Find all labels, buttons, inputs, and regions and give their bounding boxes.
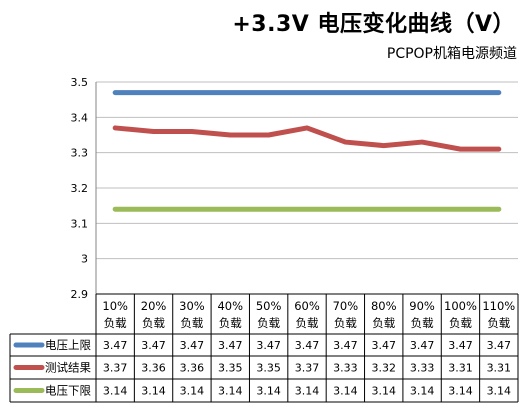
x-category-label: 负载 [257, 316, 280, 330]
x-category-label: 110% [482, 299, 515, 313]
data-label: 3.37 [103, 362, 128, 375]
x-category-label: 100% [444, 299, 477, 313]
data-label: 3.47 [295, 339, 320, 352]
chart-subtitle: PCPOP机箱电源频道 [386, 46, 517, 62]
data-label: 3.47 [371, 339, 396, 352]
legend-label: 测试结果 [45, 361, 91, 375]
data-label: 3.14 [410, 385, 435, 398]
y-tick-label: 3.5 [71, 76, 89, 89]
y-tick-label: 3 [81, 253, 88, 266]
x-category-label: 60% [294, 299, 320, 313]
x-category-label: 负载 [296, 316, 319, 330]
x-category-label: 80% [371, 299, 397, 313]
data-label: 3.14 [256, 385, 281, 398]
y-axis: 3.5 3.4 3.3 3.2 3.1 3 2.9 [71, 76, 97, 301]
series-line [112, 125, 502, 152]
x-category-label: 负载 [104, 316, 127, 330]
data-label: 3.47 [180, 339, 205, 352]
data-label: 3.14 [295, 385, 320, 398]
data-label: 3.47 [487, 339, 512, 352]
x-category-label: 负载 [334, 316, 357, 330]
y-tick-label: 3.3 [71, 147, 89, 160]
data-label: 3.47 [218, 339, 243, 352]
y-tick-label: 3.1 [71, 217, 89, 230]
x-category-label: 10% [102, 299, 128, 313]
data-label: 3.47 [256, 339, 281, 352]
data-label: 3.33 [410, 362, 435, 375]
data-label: 3.14 [218, 385, 243, 398]
y-tick-label: 3.4 [71, 111, 89, 124]
x-category-label: 90% [409, 299, 435, 313]
data-label: 3.14 [371, 385, 396, 398]
data-label: 3.47 [103, 339, 128, 352]
data-label: 3.14 [448, 385, 473, 398]
x-category-label: 70% [333, 299, 359, 313]
data-label: 3.33 [333, 362, 358, 375]
data-label: 3.36 [141, 362, 166, 375]
data-label: 3.32 [371, 362, 396, 375]
legend-label: 电压上限 [45, 338, 91, 352]
x-category-label: 50% [256, 299, 282, 313]
data-label: 3.14 [180, 385, 205, 398]
data-label: 3.36 [180, 362, 205, 375]
x-category-label: 负载 [411, 316, 434, 330]
data-label: 3.47 [448, 339, 473, 352]
x-category-label: 40% [217, 299, 243, 313]
x-category-label: 负载 [180, 316, 203, 330]
data-label: 3.31 [487, 362, 512, 375]
x-category-label: 负载 [142, 316, 165, 330]
data-label: 3.35 [218, 362, 243, 375]
x-category-label: 负载 [487, 316, 510, 330]
x-category-label: 负载 [372, 316, 395, 330]
data-label: 3.37 [295, 362, 320, 375]
gridlines [96, 81, 518, 295]
y-tick-label: 2.9 [71, 288, 89, 301]
data-label: 3.31 [448, 362, 473, 375]
data-label: 3.14 [141, 385, 166, 398]
x-category-label: 负载 [219, 316, 242, 330]
chart-title: +3.3V 电压变化曲线（V） [232, 12, 515, 37]
x-category-label: 负载 [449, 316, 472, 330]
legend-label: 电压下限 [45, 384, 91, 398]
data-table: 10% 负载 20% 负载 30% 负载 40% 负载 50% 负载 60% 负载 70% 负载 80% 负载… [9, 293, 519, 403]
y-tick-label: 3.2 [71, 182, 89, 195]
data-label: 3.47 [410, 339, 435, 352]
data-label: 3.14 [333, 385, 358, 398]
data-label: 3.47 [333, 339, 358, 352]
data-label: 3.14 [103, 385, 128, 398]
x-category-label: 20% [141, 299, 167, 313]
data-label: 3.35 [256, 362, 281, 375]
data-label: 3.14 [487, 385, 512, 398]
x-category-label: 30% [179, 299, 205, 313]
data-label: 3.47 [141, 339, 166, 352]
series-lines [112, 90, 502, 212]
